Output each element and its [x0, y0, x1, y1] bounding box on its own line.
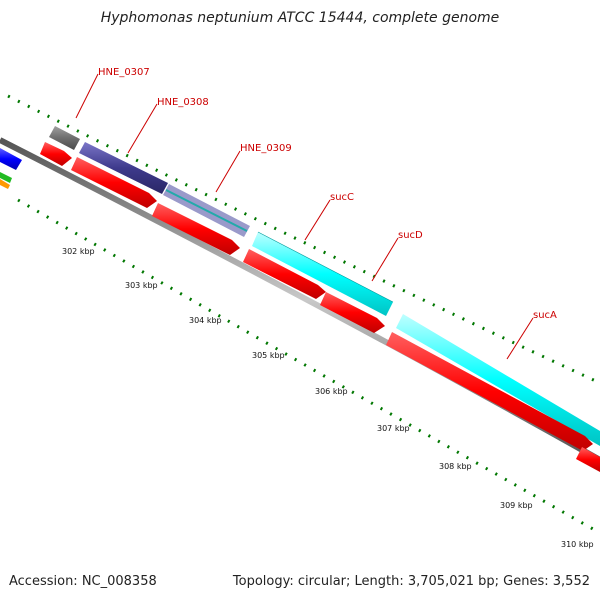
- genome-summary-text: Topology: circular; Length: 3,705,021 bp…: [232, 574, 590, 589]
- feature-sucd-cyan: [257, 231, 394, 303]
- cds-arrow-1: [40, 142, 72, 166]
- green-feature: [0, 172, 12, 183]
- cds-arrow-4: [243, 249, 326, 299]
- feature-suca-cyan: [396, 314, 600, 446]
- accession-text: Accession: NC_008358: [9, 574, 157, 589]
- leader-hne0307: [75, 73, 99, 119]
- cds-arrow-6: [386, 332, 593, 451]
- orange-feature: [0, 179, 10, 189]
- leader-sucd: [371, 237, 399, 282]
- ruler-label-302: 302 kbp: [62, 247, 95, 256]
- cds-feature-track: [40, 142, 600, 472]
- ruler-label-305: 305 kbp: [252, 351, 285, 360]
- inner-tick-ring: [17, 198, 600, 535]
- feature-succ-cyan: [252, 232, 393, 316]
- cds-arrow-2: [71, 157, 157, 208]
- outer-feature-track: [49, 126, 600, 446]
- gene-label-leaders: [75, 73, 534, 360]
- cds-arrow-7: [576, 447, 600, 472]
- feature-hne0307-gray: [49, 126, 80, 150]
- ruler-label-309: 309 kbp: [500, 501, 533, 510]
- blue-feature: [0, 148, 22, 170]
- leader-suca: [506, 317, 534, 360]
- gene-label-sucd: sucD: [398, 230, 423, 241]
- gene-label-suca: sucA: [533, 310, 557, 321]
- gene-label-hne0307: HNE_0307: [98, 67, 150, 78]
- gene-label-succ: sucC: [330, 192, 354, 203]
- ruler-label-303: 303 kbp: [125, 281, 158, 290]
- leader-hne0309: [215, 150, 241, 193]
- gene-label-hne0309: HNE_0309: [240, 143, 292, 154]
- ruler-label-310: 310 kbp: [561, 540, 594, 549]
- ruler-label-307: 307 kbp: [377, 424, 410, 433]
- cds-arrow-5: [320, 292, 385, 333]
- gene-label-hne0308: HNE_0308: [157, 97, 209, 108]
- ruler-label-306: 306 kbp: [315, 387, 348, 396]
- leader-hne0308: [127, 103, 158, 154]
- outer-tick-ring: [7, 94, 600, 385]
- feature-hne0309-stripe-mid: [165, 189, 248, 232]
- genome-backbone: [0, 137, 600, 463]
- feature-hne0308-indigo: [79, 142, 168, 194]
- ruler-label-308: 308 kbp: [439, 462, 472, 471]
- ruler-label-304: 304 kbp: [189, 316, 222, 325]
- map-title: Hyphomonas neptunium ATCC 15444, complet…: [100, 10, 500, 26]
- cds-arrow-3: [152, 203, 240, 255]
- leader-succ: [304, 199, 331, 241]
